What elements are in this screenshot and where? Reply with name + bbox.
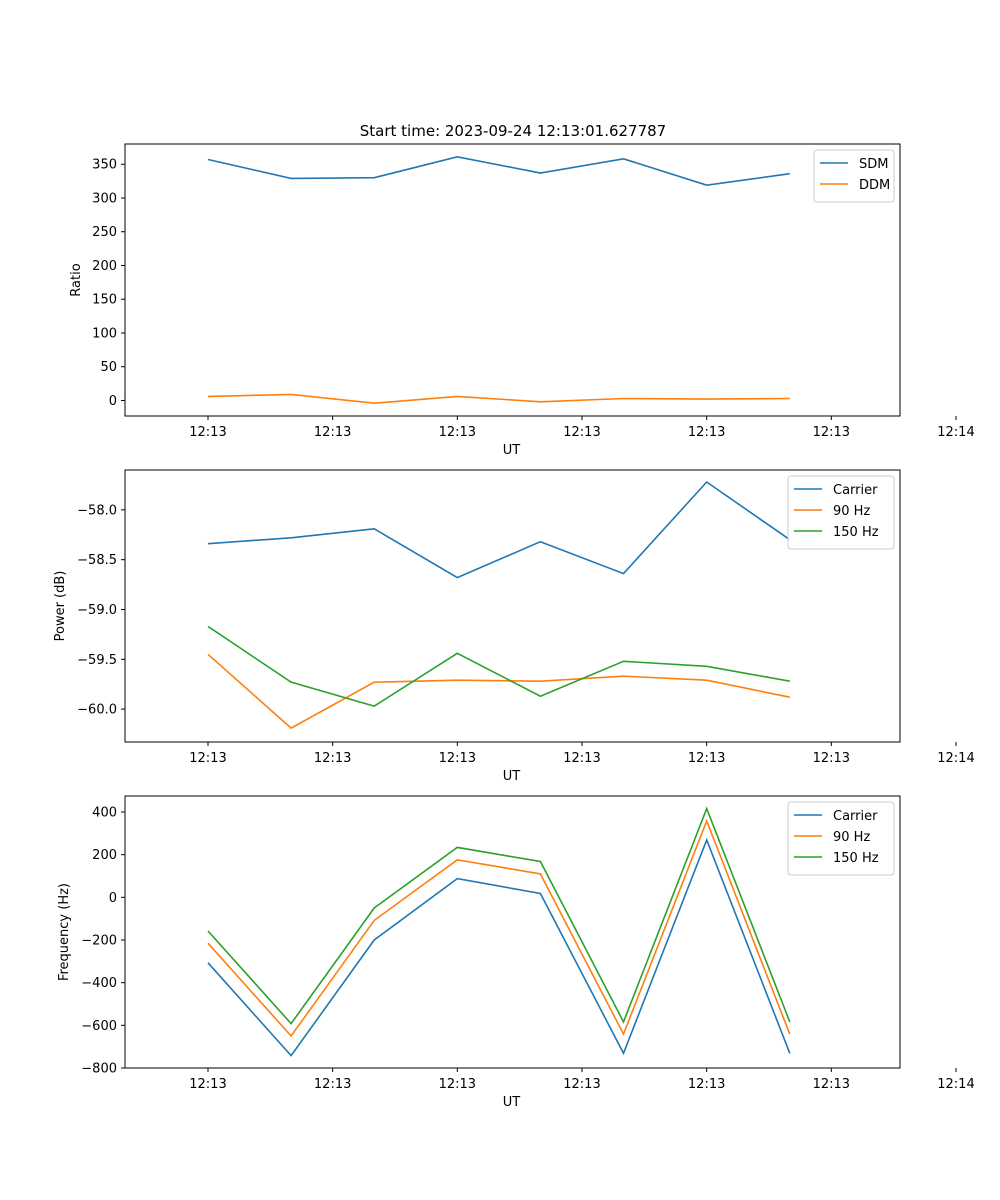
x-tick-label: 12:13 [189, 751, 226, 766]
y-tick-label: −59.5 [77, 653, 117, 668]
series-line-sdm [207, 155, 790, 187]
series-line-90-hz [207, 818, 791, 1038]
series-line-90-hz [207, 653, 790, 730]
y-tick-label: 200 [92, 848, 117, 863]
x-tick-label: 12:13 [813, 1077, 850, 1092]
legend-label: 150 Hz [833, 525, 879, 540]
chart-title: Start time: 2023-09-24 12:13:01.627787 [360, 122, 666, 140]
y-tick-label: −800 [81, 1062, 117, 1077]
legend-label: 90 Hz [833, 830, 870, 845]
y-axis-label: Frequency (Hz) [57, 883, 72, 981]
legend-label: SDM [859, 157, 888, 172]
y-tick-label: 350 [92, 158, 117, 173]
x-axis-label: UT [503, 443, 521, 458]
series-line-carrier [207, 480, 791, 579]
series-line-150-hz [207, 806, 791, 1025]
series-line-150-hz [207, 625, 790, 707]
axes-frame [124, 143, 901, 417]
y-axis-label: Power (dB) [53, 571, 68, 642]
y-tick-label: −58.0 [77, 503, 117, 518]
x-tick-label: 12:13 [439, 751, 476, 766]
x-tick-label: 12:14 [937, 425, 974, 440]
x-tick-label: 12:13 [189, 1077, 226, 1092]
y-tick-label: −600 [81, 1019, 117, 1034]
legend-label: Carrier [833, 809, 878, 824]
legend-label: Carrier [833, 483, 878, 498]
x-tick-label: 12:13 [688, 751, 725, 766]
legend-label: 150 Hz [833, 851, 879, 866]
x-axis-label: UT [503, 1095, 521, 1110]
y-axis-label: Ratio [69, 263, 84, 296]
legend-label: 90 Hz [833, 504, 870, 519]
y-tick-label: 0 [109, 891, 117, 906]
x-tick-label: 12:13 [189, 425, 226, 440]
y-tick-label: −400 [81, 976, 117, 991]
x-tick-label: 12:13 [563, 425, 600, 440]
x-tick-label: 12:13 [314, 1077, 351, 1092]
y-tick-label: −200 [81, 934, 117, 949]
y-tick-label: −60.0 [77, 703, 117, 718]
series-line-carrier [207, 837, 791, 1057]
y-tick-label: 0 [109, 394, 117, 409]
y-tick-label: 100 [92, 326, 117, 341]
x-tick-label: 12:13 [688, 1077, 725, 1092]
x-tick-label: 12:13 [688, 425, 725, 440]
x-tick-label: 12:13 [813, 425, 850, 440]
x-tick-label: 12:13 [813, 751, 850, 766]
x-tick-label: 12:13 [563, 751, 600, 766]
x-tick-label: 12:13 [314, 425, 351, 440]
y-tick-label: −59.0 [77, 603, 117, 618]
x-tick-label: 12:13 [314, 751, 351, 766]
panel-power: 12:13 12:13 12:13 12:13 12:13 12:13 12:14 UT −60… [53, 469, 975, 784]
y-tick-label: 250 [92, 225, 117, 240]
y-tick-label: 400 [92, 806, 117, 821]
x-tick-label: 12:14 [937, 1077, 974, 1092]
x-tick-label: 12:13 [439, 425, 476, 440]
x-tick-label: 12:13 [439, 1077, 476, 1092]
y-tick-label: 200 [92, 259, 117, 274]
axes-frame [124, 795, 901, 1069]
legend-label: DDM [859, 178, 890, 193]
axes-frame [124, 469, 901, 743]
panel-ratio: 12:13 12:13 12:13 12:13 12:13 12:13 12:14 UT 0 50… [69, 143, 975, 458]
panel-frequency: 12:13 12:13 12:13 12:13 12:13 12:13 12:14 UT −80… [57, 795, 975, 1110]
y-tick-label: 150 [92, 293, 117, 308]
y-tick-label: 50 [100, 360, 117, 375]
x-axis-label: UT [503, 769, 521, 784]
y-tick-label: −58.5 [77, 553, 117, 568]
x-tick-label: 12:13 [563, 1077, 600, 1092]
x-tick-label: 12:14 [937, 751, 974, 766]
series-line-ddm [207, 393, 790, 405]
y-tick-label: 300 [92, 191, 117, 206]
